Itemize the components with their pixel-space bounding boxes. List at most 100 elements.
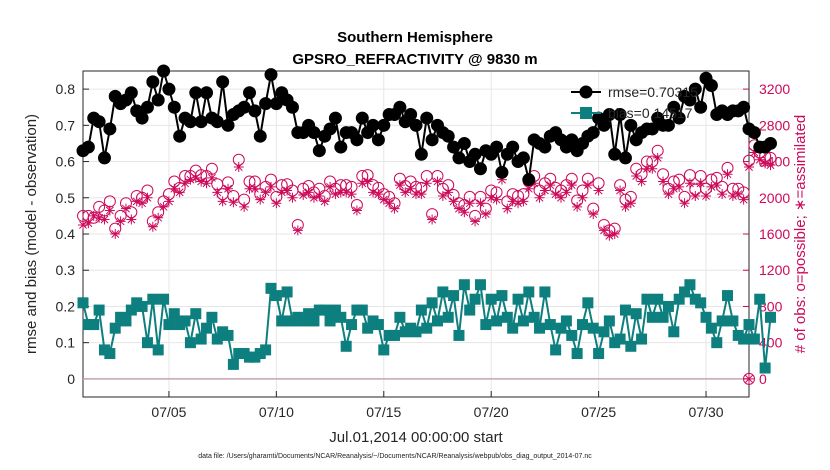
rmse-point	[253, 129, 267, 143]
rmse-point	[409, 118, 423, 132]
bias-point	[571, 348, 583, 360]
rmse-point	[538, 140, 552, 154]
obs-assimilated-point	[572, 201, 583, 212]
obs-assimilated-point	[351, 205, 362, 216]
rmse-point	[194, 115, 208, 129]
bias-point	[748, 333, 760, 345]
data-file-footnote: data file: /Users/gharamti/Documents/NCA…	[198, 453, 592, 460]
bias-point	[695, 297, 707, 309]
rmse-point	[97, 151, 111, 165]
rmse-point	[747, 126, 761, 140]
chart-subtitle: GPSRO_REFRACTIVITY @ 9830 m	[292, 51, 537, 68]
obs-assimilated-point	[228, 197, 239, 208]
bias-point	[448, 290, 460, 302]
obs-assimilated-point	[631, 171, 642, 182]
bias-point	[270, 290, 282, 302]
y-tick-label: 0.6	[56, 154, 76, 170]
bias-point	[662, 300, 674, 312]
x-tick-label: 07/20	[474, 404, 509, 420]
obs-assimilated-point	[400, 187, 411, 198]
obs-assimilated-point	[647, 163, 658, 174]
rmse-point	[473, 162, 487, 176]
bias-point	[544, 319, 556, 331]
rmse-point	[506, 140, 520, 154]
obs-assimilated-point	[115, 216, 126, 227]
bias-point	[625, 340, 637, 352]
rmse-point	[688, 82, 702, 96]
obs-assimilated-point	[663, 189, 674, 200]
rmse-point	[269, 97, 283, 111]
obs-assimilated-point	[308, 192, 319, 203]
obs-assimilated-point	[701, 190, 712, 201]
rmse-point	[425, 133, 439, 147]
y-tick-label: 0.5	[56, 190, 76, 206]
y-tick-label: 0.8	[56, 81, 76, 97]
obs-assimilated-point	[432, 176, 443, 187]
rmse-point	[597, 118, 611, 132]
rmse-point	[661, 118, 675, 132]
bias-point	[727, 315, 739, 327]
y-tick-label: 0.7	[56, 117, 76, 133]
rmse-point	[457, 136, 471, 150]
obs-assimilated-point	[507, 196, 518, 207]
obs-assimilated-point	[727, 190, 738, 201]
bias-point	[496, 290, 508, 302]
bias-point	[152, 344, 164, 356]
obs-assimilated-point	[298, 190, 309, 201]
obs-assimilated-point	[142, 192, 153, 203]
bias-point	[507, 322, 519, 334]
obs-assimilated-point	[615, 185, 626, 196]
bias-point	[560, 315, 572, 327]
y2-tick-label: 2000	[759, 190, 790, 206]
rmse-point	[704, 78, 718, 92]
obs-assimilated-point	[131, 196, 142, 207]
bias-point	[754, 293, 766, 305]
rmse-point	[608, 147, 622, 161]
bias-point	[528, 311, 540, 323]
rmse-point	[522, 173, 536, 187]
obs-assimilated-point	[486, 192, 497, 203]
rmse-point	[312, 144, 326, 158]
rmse-point	[366, 118, 380, 132]
obs-assimilated-point	[738, 194, 749, 205]
rmse-point	[157, 64, 171, 78]
obs-assimilated-point	[534, 192, 545, 203]
obs-assimilated-point	[405, 183, 416, 194]
obs-assimilated-point	[346, 189, 357, 200]
rmse-point	[162, 82, 176, 96]
legend-bias-label: bias=0.14517	[608, 105, 693, 121]
bias-point	[77, 297, 89, 309]
obs-assimilated-point	[480, 209, 491, 220]
obs-assimilated-point	[255, 194, 266, 205]
bias-point	[636, 333, 648, 345]
y2-tick-label: 2800	[759, 117, 790, 133]
bias-point	[700, 311, 712, 323]
obs-assimilated-point	[416, 189, 427, 200]
bias-point	[265, 282, 277, 294]
bias-point	[684, 279, 696, 291]
bias-point	[458, 279, 470, 291]
obs-assimilated-point	[593, 185, 604, 196]
rmse-point	[248, 104, 262, 118]
rmse-point	[81, 140, 95, 154]
rmse-point	[183, 115, 197, 129]
bias-point	[394, 311, 406, 323]
obs-assimilated-point	[598, 225, 609, 236]
obs-assimilated-point	[368, 187, 379, 198]
obs-assimilated-point	[271, 198, 282, 209]
obs-assimilated-point	[475, 198, 486, 209]
obs-assimilated-point	[110, 229, 121, 239]
rmse-point	[683, 93, 697, 107]
rmse-point	[371, 133, 385, 147]
rmse-point	[490, 140, 504, 154]
rmse-point	[135, 111, 149, 125]
rmse-point	[672, 111, 686, 125]
obs-assimilated-point	[717, 189, 728, 200]
bias-point	[491, 315, 503, 327]
obs-assimilated-point	[201, 178, 212, 189]
rmse-point	[328, 111, 342, 125]
bias-point	[195, 333, 207, 345]
obs-assimilated-point	[754, 154, 765, 165]
